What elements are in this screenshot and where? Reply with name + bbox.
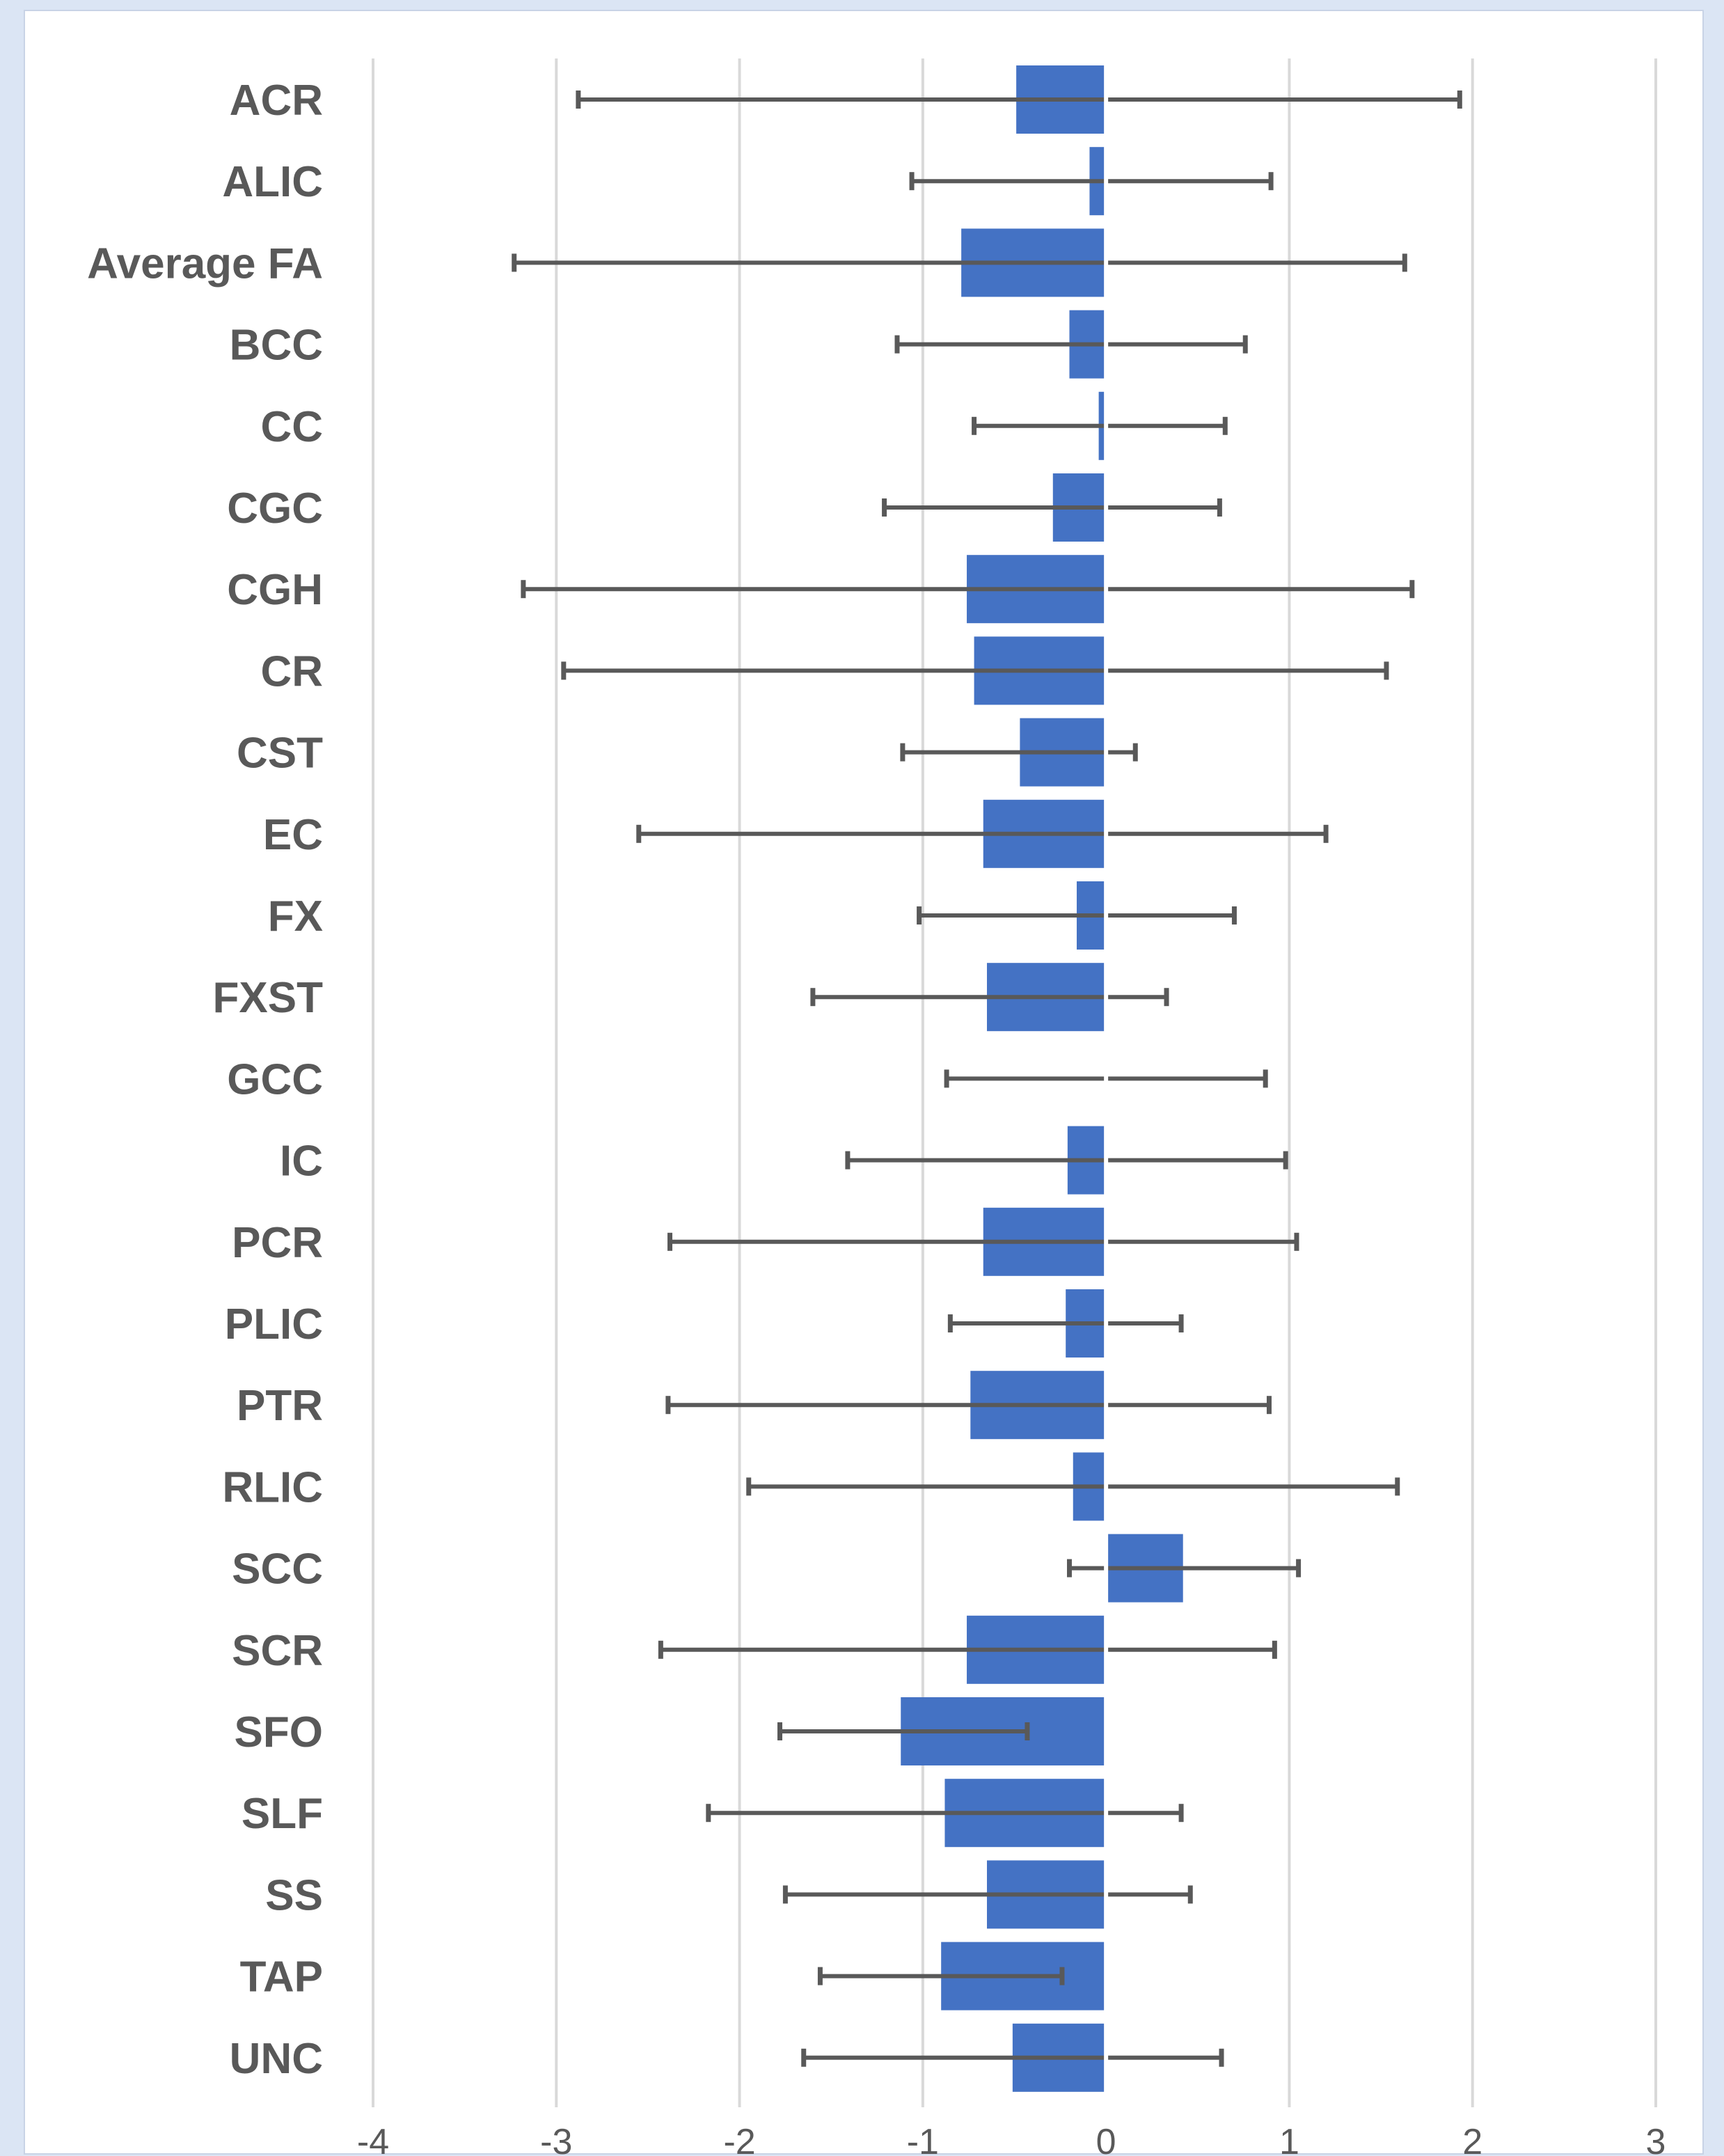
category-label: CR	[260, 647, 323, 695]
category-label: SFO	[235, 1708, 323, 1756]
category-label: RLIC	[222, 1463, 323, 1511]
x-tick-label: -2	[723, 2122, 755, 2156]
category-label: Average FA	[87, 239, 323, 288]
category-label: CGC	[227, 485, 323, 533]
chart-panel: -4 -3 -2 -1 0 1 2 3 ACR ALIC Average FA BCC CC CGC CGH…	[24, 10, 1704, 2156]
category-label: SS	[265, 1871, 323, 1919]
bar-chart: -4 -3 -2 -1 0 1 2 3 ACR ALIC Average FA BCC CC CGC CGH…	[87, 58, 1666, 2156]
category-label: FXST	[213, 974, 324, 1022]
x-tick-label: 3	[1646, 2122, 1666, 2156]
x-tick-label: 1	[1279, 2122, 1299, 2156]
x-tick-label: -3	[540, 2122, 572, 2156]
category-label: SCR	[232, 1627, 323, 1675]
category-label: PLIC	[225, 1300, 323, 1348]
category-label: TAP	[240, 1953, 323, 2001]
category-label: CST	[237, 730, 323, 778]
category-label: PCR	[232, 1219, 323, 1267]
category-label: UNC	[230, 2035, 323, 2083]
x-tick-label: 0	[1096, 2122, 1116, 2156]
category-label: SCC	[232, 1545, 323, 1594]
category-label: ALIC	[222, 158, 323, 206]
category-label: GCC	[227, 1055, 323, 1103]
category-label: PTR	[237, 1382, 323, 1430]
category-label: CGH	[227, 566, 323, 614]
category-label: IC	[280, 1138, 323, 1186]
x-tick-label: -4	[357, 2122, 389, 2156]
x-tick-label: -1	[907, 2122, 939, 2156]
category-label: BCC	[230, 322, 323, 370]
category-label: FX	[268, 892, 323, 941]
category-label: CC	[260, 403, 323, 451]
category-label: SLF	[242, 1790, 323, 1838]
category-label: EC	[263, 811, 323, 859]
x-tick-label: 2	[1462, 2122, 1482, 2156]
category-label: ACR	[230, 77, 323, 125]
